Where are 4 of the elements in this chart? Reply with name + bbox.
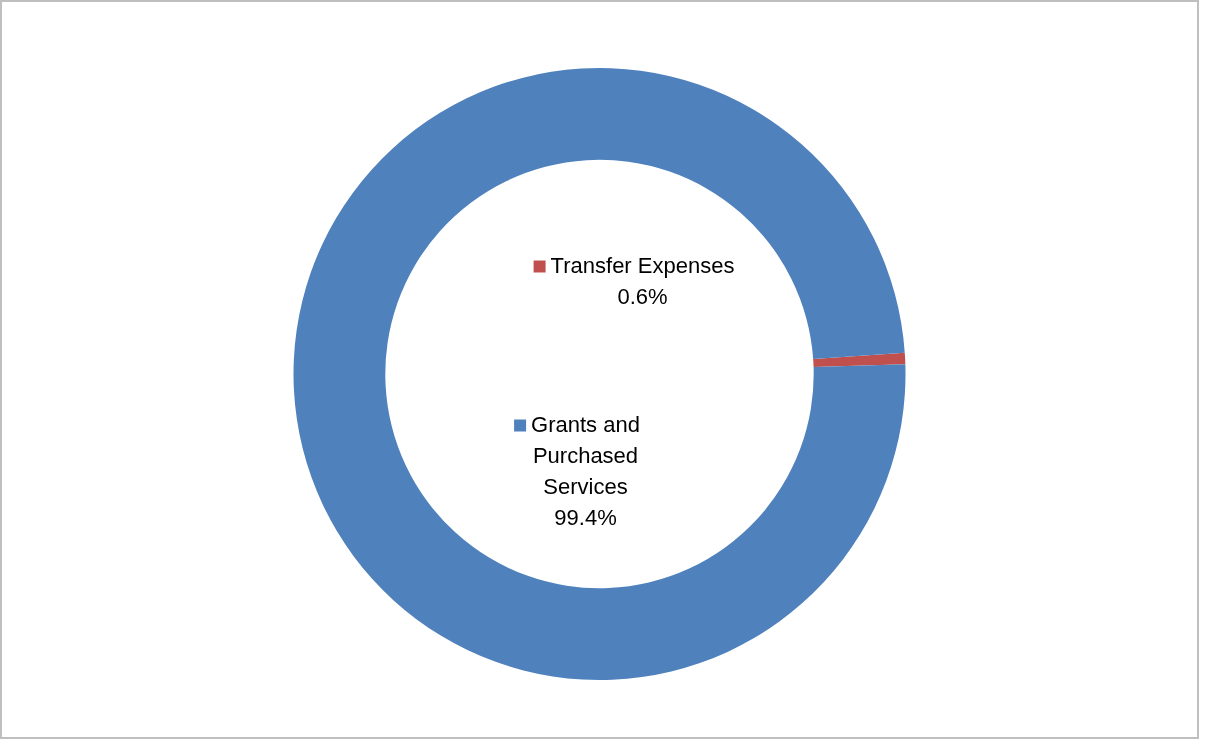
- data-label: 99.4%: [554, 504, 617, 530]
- legend-label: Transfer Expenses: [550, 252, 735, 278]
- data-label: 0.6%: [617, 283, 668, 309]
- legend-label: Grants and Purchased Services: [531, 411, 640, 499]
